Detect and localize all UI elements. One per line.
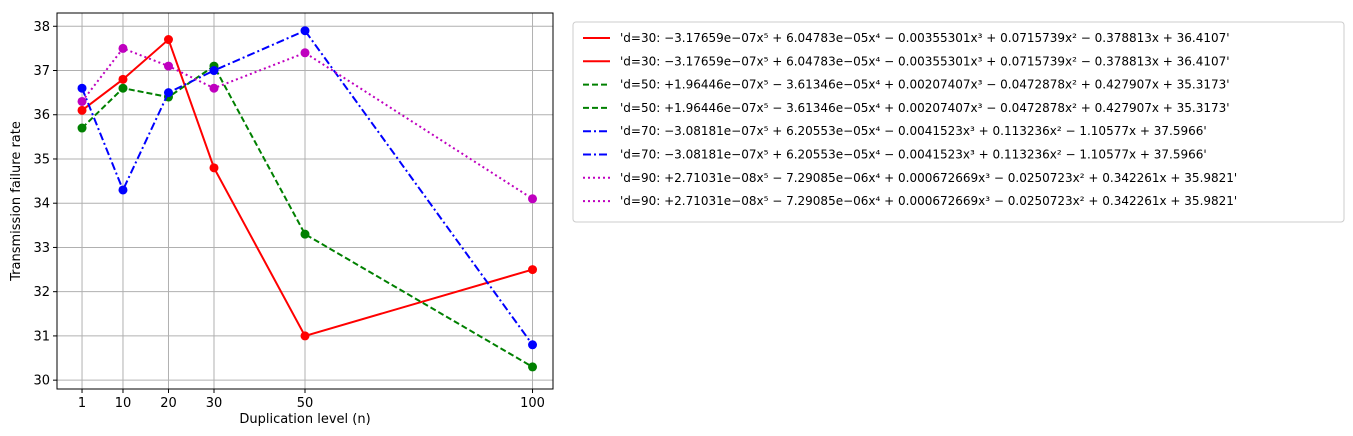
- series-line-3: [81, 47, 534, 200]
- series-line-2: [81, 29, 534, 346]
- series-2-point: [118, 185, 128, 195]
- y-tick-label: 32: [33, 285, 50, 300]
- y-tick-label: 35: [33, 152, 50, 167]
- x-tick-label: 50: [297, 396, 314, 411]
- series-2-point: [163, 88, 173, 98]
- series-3-point: [118, 43, 128, 53]
- series-lines: [77, 26, 538, 372]
- series-1-point: [77, 123, 87, 133]
- series-1-point: [118, 83, 128, 93]
- y-tick-label: 37: [33, 64, 50, 79]
- series-2-point: [528, 340, 538, 350]
- series-2-point: [77, 83, 87, 93]
- series-3-point: [209, 83, 219, 93]
- series-0-point: [77, 105, 87, 115]
- series-0-point: [300, 331, 310, 341]
- series-0-point: [528, 265, 538, 275]
- legend-label-2: 'd=70: −3.08181e−07x⁵ + 6.20553e−05x⁴ − …: [620, 124, 1207, 138]
- y-axis-label: Transmission failure rate: [9, 121, 24, 282]
- axis-ticks: 1 10 20 30 50 100 30 31 32 33 34 35 36 37 38: [33, 20, 544, 411]
- legend-label-3: 'd=90: +2.71031e−08x⁵ − 7.29085e−06x⁴ + …: [620, 194, 1237, 208]
- series-3-point: [163, 61, 173, 71]
- x-tick-label: 20: [160, 396, 177, 411]
- legend-label-2: 'd=70: −3.08181e−07x⁵ + 6.20553e−05x⁴ − …: [620, 148, 1207, 162]
- x-axis-label: Duplication level (n): [239, 412, 370, 427]
- legend-label-0: 'd=30: −3.17659e−07x⁵ + 6.04783e−05x⁴ − …: [620, 31, 1230, 45]
- y-tick-label: 31: [33, 329, 50, 344]
- y-tick-label: 36: [33, 108, 50, 123]
- x-tick-label: 30: [206, 396, 223, 411]
- x-tick-label: 1: [78, 396, 86, 411]
- y-tick-label: 30: [33, 374, 50, 389]
- x-tick-label: 100: [520, 396, 545, 411]
- y-tick-label: 34: [33, 197, 50, 212]
- y-tick-label: 33: [33, 241, 50, 256]
- series-1-point: [300, 229, 310, 239]
- series-2-point: [300, 26, 310, 36]
- legend-label-1: 'd=50: +1.96446e−07x⁵ − 3.61346e−05x⁴ + …: [620, 101, 1230, 115]
- series-line-0: [81, 37, 533, 338]
- y-tick-label: 38: [33, 20, 50, 35]
- series-1-point: [528, 362, 538, 372]
- series-0-point: [209, 163, 219, 173]
- series-3-point: [528, 194, 538, 204]
- series-line-1: [81, 64, 534, 368]
- legend-label-0: 'd=30: −3.17659e−07x⁵ + 6.04783e−05x⁴ − …: [620, 54, 1230, 68]
- legend-label-1: 'd=50: +1.96446e−07x⁵ − 3.61346e−05x⁴ + …: [620, 78, 1230, 92]
- series-0-point: [118, 74, 128, 84]
- series-3-point: [300, 48, 310, 58]
- series-2-point: [209, 66, 219, 76]
- legend-label-3: 'd=90: +2.71031e−08x⁵ − 7.29085e−06x⁴ + …: [620, 171, 1237, 185]
- series-3-point: [77, 96, 87, 106]
- legend-box: [572, 21, 1345, 223]
- series-0-point: [163, 35, 173, 45]
- x-tick-label: 10: [115, 396, 132, 411]
- legend: 'd=30: −3.17659e−07x⁵ + 6.04783e−05x⁴ − …: [572, 21, 1345, 223]
